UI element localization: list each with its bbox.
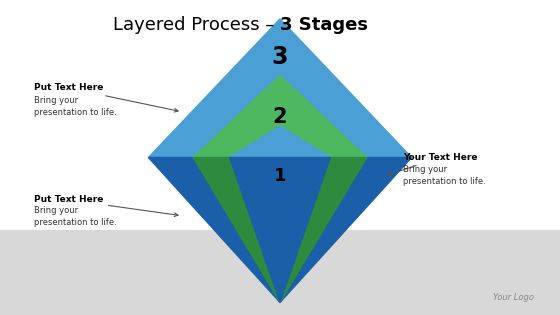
Text: 3 Stages: 3 Stages [280, 16, 368, 34]
Text: Bring your
presentation to life.: Bring your presentation to life. [403, 165, 486, 186]
Text: Your Text Here: Your Text Here [388, 153, 478, 176]
Bar [0, 230, 560, 315]
Text: 3: 3 [272, 45, 288, 69]
Text: 2: 2 [273, 106, 287, 127]
Text: 1: 1 [274, 167, 286, 186]
Text: Put Text Here: Put Text Here [34, 83, 178, 112]
Text: Layered Process –: Layered Process – [113, 16, 280, 34]
Polygon shape [230, 126, 330, 158]
Text: Bring your
presentation to life.: Bring your presentation to life. [34, 206, 116, 227]
Polygon shape [230, 158, 330, 302]
Text: Your Logo: Your Logo [493, 293, 534, 302]
Text: Put Text Here: Put Text Here [34, 195, 178, 216]
Polygon shape [148, 158, 412, 302]
Bar [0, 0, 560, 230]
Text: Bring your
presentation to life.: Bring your presentation to life. [34, 96, 116, 117]
Polygon shape [193, 76, 367, 158]
Polygon shape [193, 158, 367, 302]
Polygon shape [148, 19, 412, 158]
